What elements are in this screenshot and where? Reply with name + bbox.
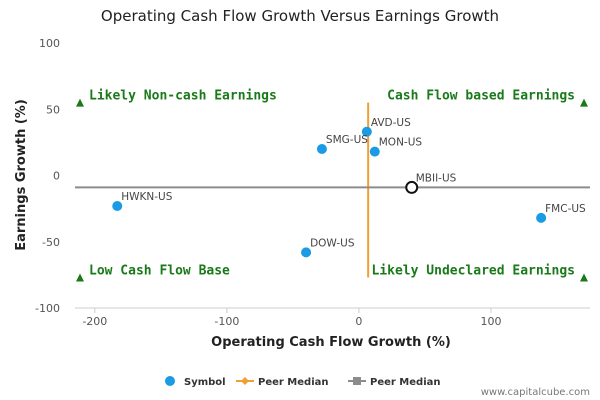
legend-label: Peer Median <box>370 377 441 388</box>
data-point <box>361 126 372 137</box>
highlight-point-label: MBII-US <box>416 172 457 184</box>
legend-label: Symbol <box>184 377 226 388</box>
legend-item: Peer Median <box>236 377 329 388</box>
quadrant-marker-icon <box>76 273 84 282</box>
x-tick-label: -200 <box>82 315 107 328</box>
quadrant-marker-icon <box>580 98 588 107</box>
legend: Symbol Peer Median Peer Median <box>165 376 441 388</box>
data-point <box>369 146 380 157</box>
legend-item: Peer Median <box>348 377 441 388</box>
legend-symbol-icon <box>165 376 175 386</box>
quadrant-marker-icon <box>580 273 588 282</box>
x-tick-label: -100 <box>214 315 239 328</box>
data-point-label: DOW-US <box>310 237 355 249</box>
quadrant-label: Likely Undeclared Earnings <box>372 264 576 279</box>
data-point-label: SMG-US <box>326 134 368 146</box>
x-axis-title: Operating Cash Flow Growth (%) <box>211 335 451 350</box>
quadrant-label: Cash Flow based Earnings <box>387 89 575 104</box>
x-tick-label: 0 <box>355 315 362 328</box>
y-tick-label: 100 <box>39 37 60 50</box>
y-tick-label: -50 <box>42 236 60 249</box>
quadrant-label: Low Cash Flow Base <box>89 264 230 279</box>
data-point <box>112 200 123 211</box>
data-point <box>536 212 547 223</box>
data-point <box>301 247 312 258</box>
legend-label: Peer Median <box>258 377 329 388</box>
legend-square-icon <box>353 377 361 385</box>
watermark-text: www.capitalcube.com <box>481 387 590 398</box>
y-tick-label: 0 <box>53 170 60 183</box>
y-tick-label: -100 <box>35 302 60 315</box>
y-tick-label: 50 <box>46 103 60 116</box>
legend-item: Symbol <box>165 376 226 388</box>
data-point-label: HWKN-US <box>121 191 172 203</box>
y-axis-title: Earnings Growth (%) <box>14 99 29 251</box>
data-point-label: MON-US <box>379 137 423 149</box>
data-point-label: FMC-US <box>545 203 586 215</box>
highlight-point <box>405 180 419 194</box>
plot-area: -200 -100 0 100 100 50 0 -50 -100 Likely Non-cash… <box>35 37 590 328</box>
x-tick-label: 100 <box>480 315 501 328</box>
quadrant-marker-icon <box>76 98 84 107</box>
quadrant-label: Likely Non-cash Earnings <box>89 89 277 104</box>
legend-diamond-icon <box>241 377 249 385</box>
data-point <box>316 144 327 154</box>
chart-title: Operating Cash Flow Growth Versus Earnin… <box>101 7 499 25</box>
data-point-label: AVD-US <box>371 117 411 129</box>
